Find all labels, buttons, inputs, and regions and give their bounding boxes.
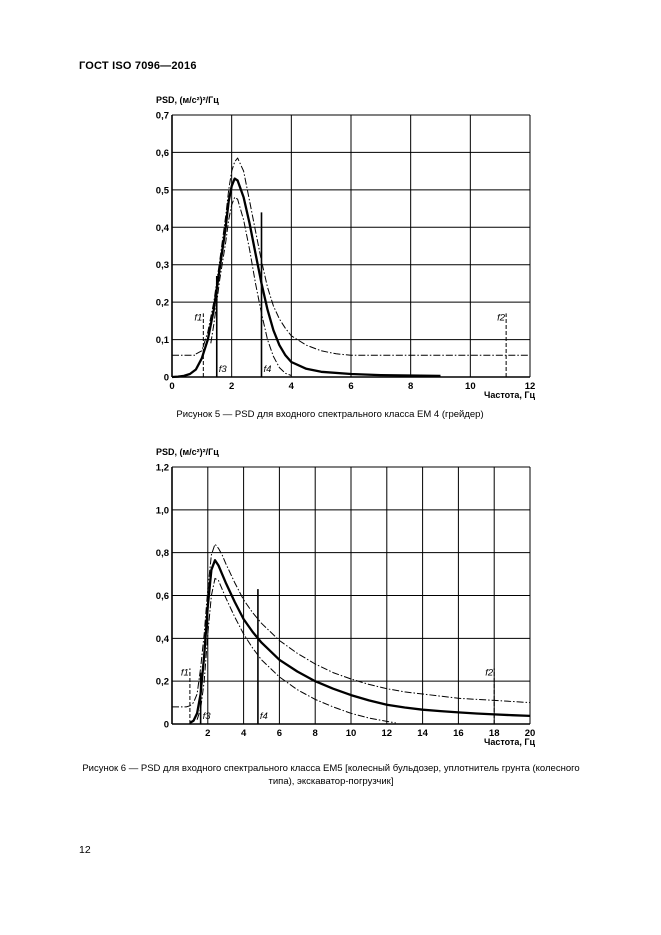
x-tick-label: 4	[289, 381, 295, 392]
document-header: ГОСТ ISO 7096—2016	[79, 60, 197, 72]
x-tick-label: 12	[525, 381, 536, 392]
x-tick-label: 18	[489, 728, 500, 739]
x-axis-title: Частота, Гц	[484, 390, 535, 400]
y-tick-label: 0,6	[156, 591, 169, 602]
y-axis-title: PSD, (м/с²)²/Гц	[156, 95, 219, 105]
x-tick-label: 6	[277, 728, 282, 739]
y-tick-label: 0,4	[156, 223, 170, 234]
page-number: 12	[79, 844, 91, 856]
y-tick-label: 0	[164, 373, 169, 384]
marker-f2-label: f2	[485, 667, 494, 678]
x-tick-label: 2	[205, 728, 210, 739]
y-tick-label: 0	[164, 720, 169, 731]
y-tick-label: 0,6	[156, 148, 169, 159]
y-tick-label: 0,2	[156, 298, 169, 309]
psd-curve	[189, 559, 531, 724]
x-tick-label: 20	[525, 728, 536, 739]
y-tick-label: 0,3	[156, 260, 169, 271]
y-tick-label: 0,1	[156, 335, 170, 346]
lower-tolerance-curve	[210, 196, 292, 376]
figure-5-caption: Рисунок 5 — PSD для входного спектрально…	[176, 409, 484, 420]
y-tick-label: 1,2	[156, 463, 169, 474]
x-tick-label: 8	[313, 728, 318, 739]
marker-f4-label: f4	[260, 711, 268, 722]
figure-6-caption: Рисунок 6 — PSD для входного спектрально…	[82, 763, 580, 787]
x-tick-label: 12	[382, 728, 393, 739]
x-axis-title: Частота, Гц	[484, 737, 535, 747]
x-tick-label: 2	[229, 381, 234, 392]
y-tick-label: 1,0	[156, 505, 169, 516]
marker-f3-label: f3	[203, 711, 212, 722]
marker-f4-label: f4	[264, 364, 272, 375]
marker-f3-label: f3	[219, 364, 228, 375]
y-tick-label: 0,2	[156, 677, 169, 688]
x-tick-label: 8	[408, 381, 413, 392]
x-tick-label: 10	[346, 728, 357, 739]
x-tick-label: 4	[241, 728, 247, 739]
y-axis-title: PSD, (м/с²)²/Гц	[156, 447, 219, 457]
marker-f2-label: f2	[497, 312, 506, 323]
x-tick-label: 16	[453, 728, 464, 739]
upper-tolerance-curve	[172, 543, 531, 708]
y-tick-label: 0,5	[156, 185, 170, 196]
x-tick-label: 14	[417, 728, 428, 739]
marker-f1-label: f1	[181, 667, 189, 678]
y-tick-label: 0,4	[156, 634, 170, 645]
psd-curve	[171, 177, 441, 379]
x-tick-label: 0	[169, 381, 174, 392]
y-tick-label: 0,7	[156, 111, 169, 122]
x-tick-label: 10	[465, 381, 476, 392]
marker-f1-label: f1	[194, 312, 202, 323]
upper-tolerance-curve	[172, 157, 530, 356]
y-tick-label: 0,8	[156, 548, 169, 559]
x-tick-label: 6	[348, 381, 353, 392]
lower-tolerance-curve	[196, 577, 396, 724]
